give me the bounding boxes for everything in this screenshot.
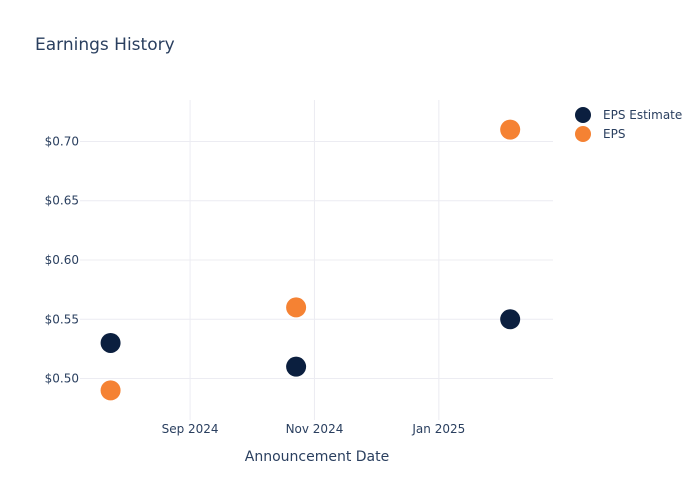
- legend[interactable]: EPS Estimate EPS: [575, 107, 682, 142]
- legend-marker-eps-estimate[interactable]: [575, 107, 591, 123]
- legend-label-eps[interactable]: EPS: [603, 127, 625, 141]
- eps-estimate-point[interactable]: [286, 356, 307, 377]
- data-points: [100, 119, 521, 401]
- eps-estimate-point[interactable]: [100, 332, 121, 353]
- x-axis-title: Announcement Date: [245, 449, 389, 465]
- legend-marker-eps[interactable]: [575, 126, 591, 142]
- eps-point[interactable]: [500, 119, 521, 140]
- eps-point[interactable]: [100, 380, 121, 401]
- x-tick-label: Jan 2025: [411, 422, 465, 436]
- x-axis-ticks: Sep 2024 Nov 2024 Jan 2025: [162, 422, 466, 436]
- x-tick-label: Nov 2024: [286, 422, 344, 436]
- eps-estimate-point[interactable]: [500, 309, 521, 330]
- y-tick-label: $0.50: [45, 372, 79, 386]
- y-tick-label: $0.65: [45, 194, 79, 208]
- eps-point[interactable]: [286, 297, 307, 318]
- grid-lines: [80, 100, 553, 420]
- y-tick-label: $0.60: [45, 253, 79, 267]
- legend-label-eps-estimate[interactable]: EPS Estimate: [603, 108, 682, 122]
- chart-title: Earnings History: [35, 35, 175, 55]
- y-tick-label: $0.55: [45, 312, 79, 326]
- x-tick-label: Sep 2024: [162, 422, 219, 436]
- y-axis-ticks: $0.50 $0.55 $0.60 $0.65 $0.70: [45, 134, 79, 385]
- y-tick-label: $0.70: [45, 134, 79, 148]
